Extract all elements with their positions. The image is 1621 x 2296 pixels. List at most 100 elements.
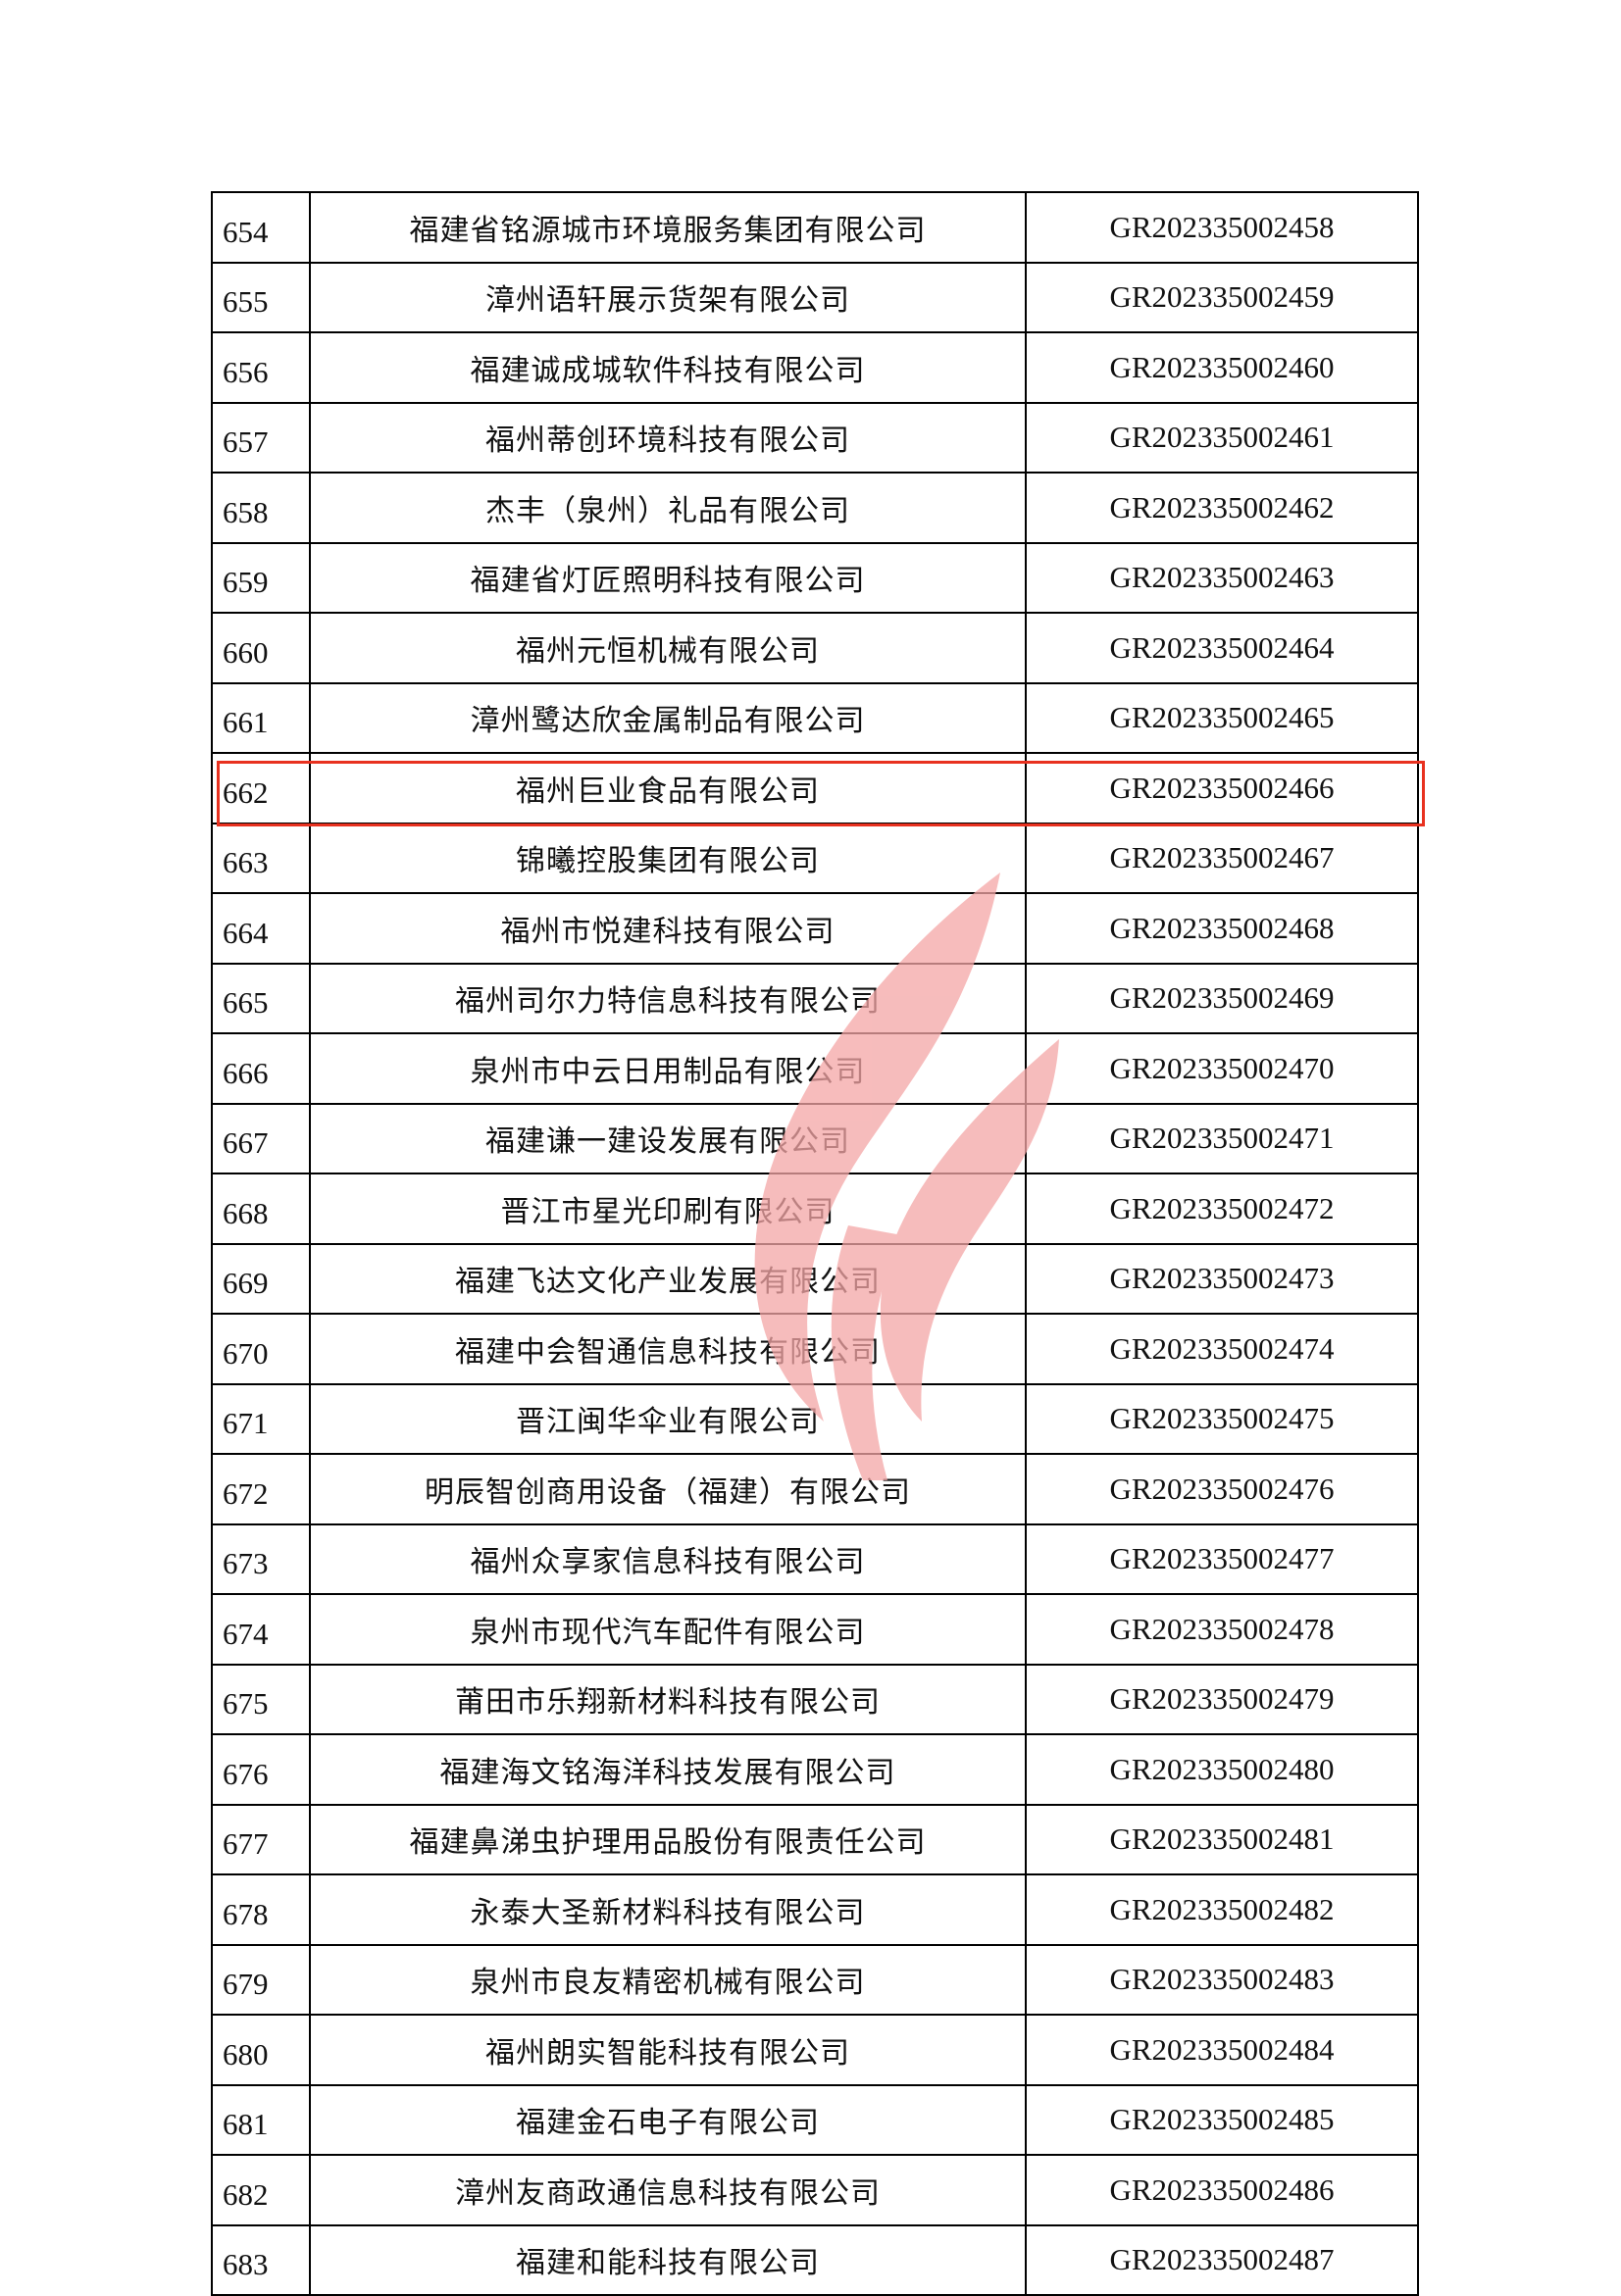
certificate-code: GR202335002485 (1025, 2083, 1419, 2156)
company-name: 福建和能科技有限公司 (309, 2223, 1027, 2296)
certificate-code: GR202335002471 (1025, 1102, 1419, 1174)
row-number: 669 (211, 1242, 311, 1315)
certificate-code: GR202335002459 (1025, 261, 1419, 333)
certificate-code: GR202335002480 (1025, 1733, 1419, 1806)
certificate-code: GR202335002487 (1025, 2223, 1419, 2296)
certificate-code: GR202335002461 (1025, 401, 1419, 474)
table-row: 678 永泰大圣新材料科技有限公司 GR202335002482 (211, 1873, 1419, 1946)
row-number: 667 (211, 1102, 311, 1174)
company-name: 漳州友商政通信息科技有限公司 (309, 2154, 1027, 2226)
row-number: 677 (211, 1803, 311, 1875)
row-number: 656 (211, 331, 311, 404)
certificate-code: GR202335002484 (1025, 2014, 1419, 2086)
row-number: 661 (211, 681, 311, 754)
certificate-code: GR202335002483 (1025, 1943, 1419, 2016)
row-number: 678 (211, 1873, 311, 1946)
table-row: 679 泉州市良友精密机械有限公司 GR202335002483 (211, 1943, 1419, 2016)
row-number: 662 (211, 752, 311, 824)
row-number: 659 (211, 541, 311, 614)
company-name: 晋江市星光印刷有限公司 (309, 1173, 1027, 1245)
certificate-code: GR202335002464 (1025, 612, 1419, 684)
certificate-code: GR202335002474 (1025, 1313, 1419, 1385)
row-number: 682 (211, 2154, 311, 2226)
company-name: 福州众享家信息科技有限公司 (309, 1522, 1027, 1595)
table-row: 657 福州蒂创环境科技有限公司 GR202335002461 (211, 401, 1419, 474)
table-row: 670 福建中会智通信息科技有限公司 GR202335002474 (211, 1313, 1419, 1385)
table-row: 656 福建诚成城软件科技有限公司 GR202335002460 (211, 331, 1419, 404)
company-name: 福州蒂创环境科技有限公司 (309, 401, 1027, 474)
row-number: 664 (211, 892, 311, 965)
table-row: 658 杰丰（泉州）礼品有限公司 GR202335002462 (211, 472, 1419, 544)
table-row: 669 福建飞达文化产业发展有限公司 GR202335002473 (211, 1242, 1419, 1315)
row-number: 672 (211, 1453, 311, 1525)
certificate-code: GR202335002466 (1025, 752, 1419, 824)
table-row: 668 晋江市星光印刷有限公司 GR202335002472 (211, 1173, 1419, 1245)
certificate-code: GR202335002472 (1025, 1173, 1419, 1245)
row-number: 676 (211, 1733, 311, 1806)
row-number: 681 (211, 2083, 311, 2156)
table-row: 665 福州司尔力特信息科技有限公司 GR202335002469 (211, 962, 1419, 1034)
company-name: 福州元恒机械有限公司 (309, 612, 1027, 684)
company-name: 福建省铭源城市环境服务集团有限公司 (309, 191, 1027, 264)
row-number: 680 (211, 2014, 311, 2086)
table-row: 667 福建谦一建设发展有限公司 GR202335002471 (211, 1102, 1419, 1174)
company-name: 福建诚成城软件科技有限公司 (309, 331, 1027, 404)
company-name: 漳州语轩展示货架有限公司 (309, 261, 1027, 333)
row-number: 673 (211, 1522, 311, 1595)
company-name: 福州巨业食品有限公司 (309, 752, 1027, 824)
table-row: 672 明辰智创商用设备（福建）有限公司 GR202335002476 (211, 1453, 1419, 1525)
row-number: 665 (211, 962, 311, 1034)
row-number: 670 (211, 1313, 311, 1385)
table-row: 683 福建和能科技有限公司 GR202335002487 (211, 2223, 1419, 2296)
company-name: 福建中会智通信息科技有限公司 (309, 1313, 1027, 1385)
row-number: 674 (211, 1593, 311, 1666)
certificate-code: GR202335002475 (1025, 1382, 1419, 1455)
table-row: 660 福州元恒机械有限公司 GR202335002464 (211, 612, 1419, 684)
certificate-code: GR202335002467 (1025, 822, 1419, 894)
certificate-code: GR202335002486 (1025, 2154, 1419, 2226)
certificate-code: GR202335002473 (1025, 1242, 1419, 1315)
row-number: 663 (211, 822, 311, 894)
row-number: 666 (211, 1032, 311, 1105)
highlight-box (217, 761, 1425, 826)
row-number: 657 (211, 401, 311, 474)
company-name: 福建海文铭海洋科技发展有限公司 (309, 1733, 1027, 1806)
row-number: 658 (211, 472, 311, 544)
row-number: 679 (211, 1943, 311, 2016)
table-row: 659 福建省灯匠照明科技有限公司 GR202335002463 (211, 541, 1419, 614)
certificate-code: GR202335002478 (1025, 1593, 1419, 1666)
table-row: 680 福州朗实智能科技有限公司 GR202335002484 (211, 2014, 1419, 2086)
company-name: 永泰大圣新材料科技有限公司 (309, 1873, 1027, 1946)
table-row: 682 漳州友商政通信息科技有限公司 GR202335002486 (211, 2154, 1419, 2226)
table-row-highlighted: 663 锦曦控股集团有限公司 GR202335002467 (211, 822, 1419, 894)
certificate-code: GR202335002458 (1025, 191, 1419, 264)
company-name: 漳州鹭达欣金属制品有限公司 (309, 681, 1027, 754)
table-row: 677 福建鼻涕虫护理用品股份有限责任公司 GR202335002481 (211, 1803, 1419, 1875)
row-number: 668 (211, 1173, 311, 1245)
table-row: 661 漳州鹭达欣金属制品有限公司 GR202335002465 (211, 681, 1419, 754)
table-row: 674 泉州市现代汽车配件有限公司 GR202335002478 (211, 1593, 1419, 1666)
certificate-code: GR202335002468 (1025, 892, 1419, 965)
company-name: 晋江闽华伞业有限公司 (309, 1382, 1027, 1455)
table-row: 666 泉州市中云日用制品有限公司 GR202335002470 (211, 1032, 1419, 1105)
certificate-code: GR202335002469 (1025, 962, 1419, 1034)
certificate-code: GR202335002477 (1025, 1522, 1419, 1595)
certificate-code: GR202335002465 (1025, 681, 1419, 754)
company-name: 泉州市良友精密机械有限公司 (309, 1943, 1027, 2016)
certificate-code: GR202335002479 (1025, 1663, 1419, 1735)
table-row: 662 福州巨业食品有限公司 GR202335002466 (211, 752, 1419, 824)
table-row: 676 福建海文铭海洋科技发展有限公司 GR202335002480 (211, 1733, 1419, 1806)
row-number: 675 (211, 1663, 311, 1735)
company-name: 明辰智创商用设备（福建）有限公司 (309, 1453, 1027, 1525)
company-name: 杰丰（泉州）礼品有限公司 (309, 472, 1027, 544)
table-row: 655 漳州语轩展示货架有限公司 GR202335002459 (211, 261, 1419, 333)
company-table: 654 福建省铭源城市环境服务集团有限公司 GR202335002458 655 漳州语… (211, 191, 1419, 2296)
table-row: 681 福建金石电子有限公司 GR202335002485 (211, 2083, 1419, 2156)
company-name: 福州市悦建科技有限公司 (309, 892, 1027, 965)
table-row: 664 福州市悦建科技有限公司 GR202335002468 (211, 892, 1419, 965)
company-name: 福建鼻涕虫护理用品股份有限责任公司 (309, 1803, 1027, 1875)
company-name: 泉州市现代汽车配件有限公司 (309, 1593, 1027, 1666)
certificate-code: GR202335002460 (1025, 331, 1419, 404)
certificate-code: GR202335002462 (1025, 472, 1419, 544)
table-row: 654 福建省铭源城市环境服务集团有限公司 GR202335002458 (211, 191, 1419, 264)
